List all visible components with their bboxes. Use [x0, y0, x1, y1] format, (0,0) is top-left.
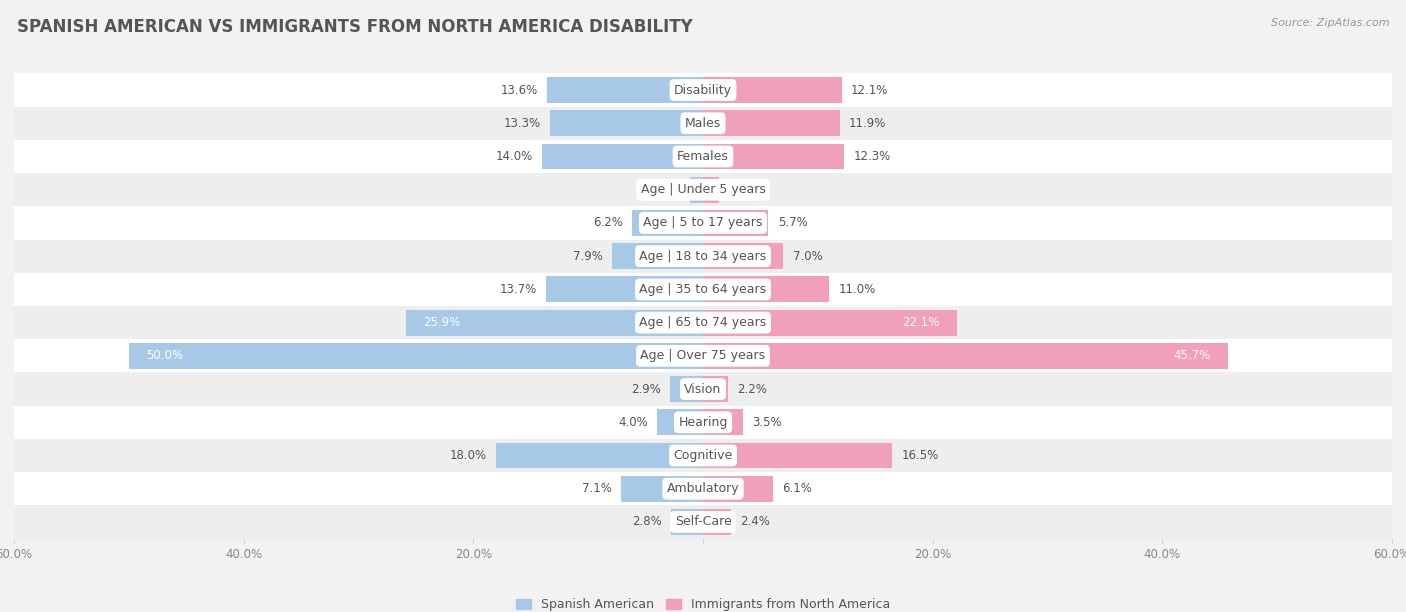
Bar [612, 243, 703, 269]
Text: 12.3%: 12.3% [853, 150, 890, 163]
Text: 45.7%: 45.7% [1173, 349, 1211, 362]
Bar [669, 376, 703, 402]
Bar [703, 343, 1227, 369]
Text: SPANISH AMERICAN VS IMMIGRANTS FROM NORTH AMERICA DISABILITY: SPANISH AMERICAN VS IMMIGRANTS FROM NORT… [17, 18, 693, 36]
Bar [496, 442, 703, 468]
Bar [14, 339, 1392, 373]
Bar [703, 376, 728, 402]
Text: 18.0%: 18.0% [450, 449, 486, 462]
Bar [14, 173, 1392, 206]
Bar [550, 110, 703, 136]
Bar [14, 273, 1392, 306]
Text: Age | 65 to 74 years: Age | 65 to 74 years [640, 316, 766, 329]
Text: 6.2%: 6.2% [593, 217, 623, 230]
Text: 13.3%: 13.3% [503, 117, 541, 130]
Bar [14, 73, 1392, 106]
Text: 2.8%: 2.8% [631, 515, 662, 528]
Text: Cognitive: Cognitive [673, 449, 733, 462]
Text: 7.0%: 7.0% [793, 250, 823, 263]
Text: 16.5%: 16.5% [901, 449, 939, 462]
Text: 1.4%: 1.4% [728, 183, 758, 196]
Text: 3.5%: 3.5% [752, 416, 782, 429]
Bar [690, 177, 703, 203]
Text: Age | Under 5 years: Age | Under 5 years [641, 183, 765, 196]
Text: 11.9%: 11.9% [849, 117, 886, 130]
Bar [547, 77, 703, 103]
Bar [14, 406, 1392, 439]
Bar [14, 306, 1392, 339]
Text: 14.0%: 14.0% [496, 150, 533, 163]
Text: 5.7%: 5.7% [778, 217, 807, 230]
Text: 6.1%: 6.1% [782, 482, 813, 495]
Bar [14, 140, 1392, 173]
Bar [14, 239, 1392, 273]
Text: Ambulatory: Ambulatory [666, 482, 740, 495]
Bar [703, 442, 893, 468]
Text: 2.9%: 2.9% [631, 382, 661, 395]
Text: 50.0%: 50.0% [146, 349, 183, 362]
Text: Age | 18 to 34 years: Age | 18 to 34 years [640, 250, 766, 263]
Bar [14, 106, 1392, 140]
Bar [129, 343, 703, 369]
Text: Disability: Disability [673, 84, 733, 97]
Bar [703, 243, 783, 269]
Text: Males: Males [685, 117, 721, 130]
Text: 2.2%: 2.2% [738, 382, 768, 395]
Bar [657, 409, 703, 435]
Bar [14, 472, 1392, 506]
Text: 4.0%: 4.0% [619, 416, 648, 429]
Bar [543, 144, 703, 170]
Bar [703, 177, 718, 203]
Text: Age | Over 75 years: Age | Over 75 years [641, 349, 765, 362]
Text: 13.7%: 13.7% [499, 283, 537, 296]
Text: 12.1%: 12.1% [851, 84, 889, 97]
Text: 2.4%: 2.4% [740, 515, 769, 528]
Text: 13.6%: 13.6% [501, 84, 537, 97]
Bar [546, 277, 703, 302]
Legend: Spanish American, Immigrants from North America: Spanish American, Immigrants from North … [510, 593, 896, 612]
Bar [14, 439, 1392, 472]
Bar [671, 509, 703, 535]
Bar [14, 373, 1392, 406]
Text: Vision: Vision [685, 382, 721, 395]
Text: Self-Care: Self-Care [675, 515, 731, 528]
Text: 7.9%: 7.9% [574, 250, 603, 263]
Bar [703, 277, 830, 302]
Bar [703, 144, 844, 170]
Bar [703, 110, 839, 136]
Bar [703, 77, 842, 103]
Text: 1.1%: 1.1% [651, 183, 681, 196]
Bar [14, 506, 1392, 539]
Text: Hearing: Hearing [678, 416, 728, 429]
Text: 11.0%: 11.0% [838, 283, 876, 296]
Bar [703, 210, 769, 236]
Text: 25.9%: 25.9% [423, 316, 460, 329]
Text: Source: ZipAtlas.com: Source: ZipAtlas.com [1271, 18, 1389, 28]
Bar [703, 509, 731, 535]
Bar [14, 206, 1392, 239]
Text: Age | 5 to 17 years: Age | 5 to 17 years [644, 217, 762, 230]
Bar [703, 310, 956, 335]
Bar [621, 476, 703, 502]
Bar [703, 476, 773, 502]
Bar [631, 210, 703, 236]
Bar [703, 409, 744, 435]
Bar [405, 310, 703, 335]
Text: 22.1%: 22.1% [903, 316, 939, 329]
Text: 7.1%: 7.1% [582, 482, 612, 495]
Text: Age | 35 to 64 years: Age | 35 to 64 years [640, 283, 766, 296]
Text: Females: Females [678, 150, 728, 163]
